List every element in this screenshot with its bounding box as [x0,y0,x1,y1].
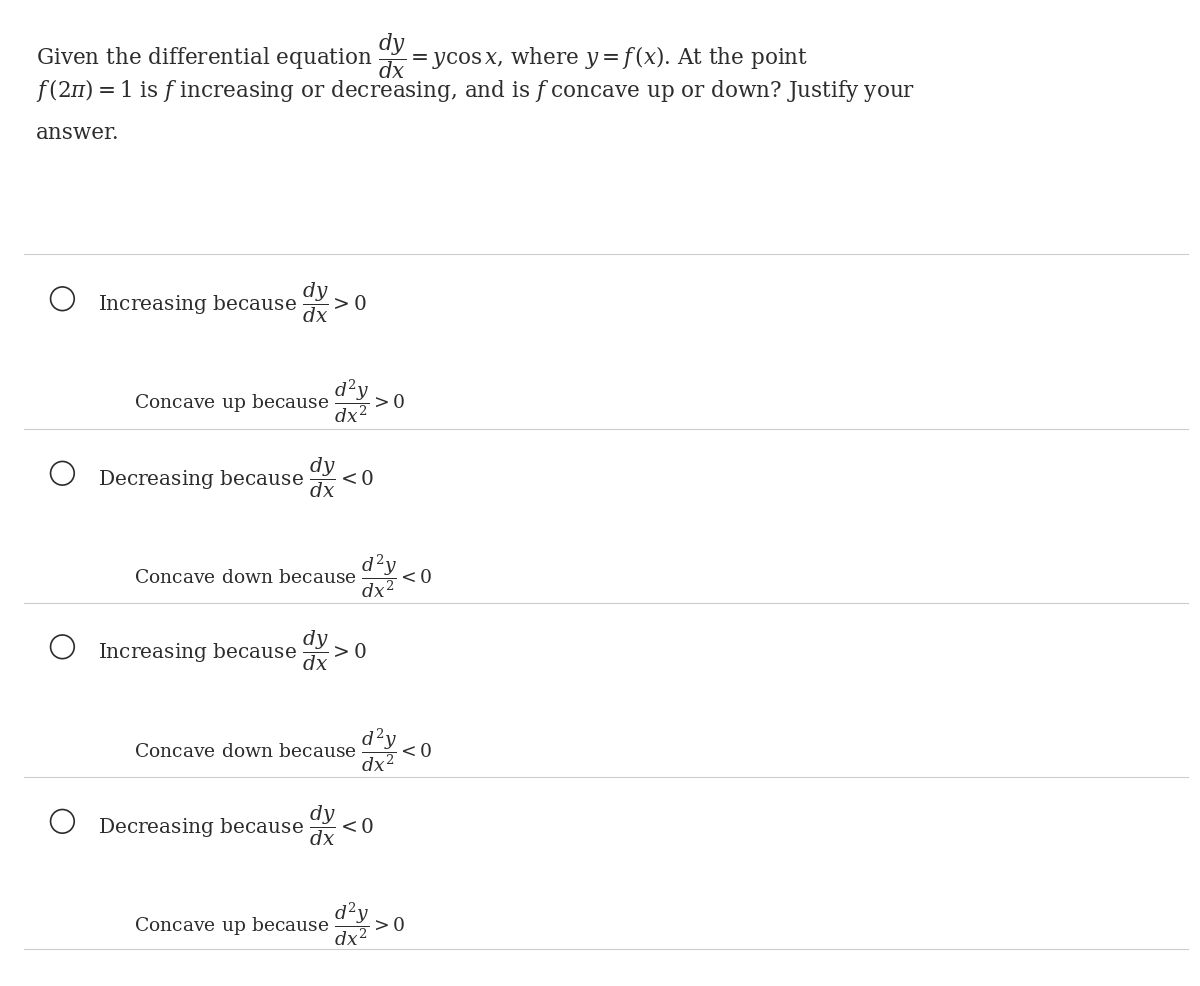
Text: Decreasing because $\dfrac{dy}{dx} < 0$: Decreasing because $\dfrac{dy}{dx} < 0$ [98,804,374,848]
Text: Concave down because $\dfrac{d^2y}{dx^2} < 0$: Concave down because $\dfrac{d^2y}{dx^2}… [134,726,433,774]
Text: Increasing because $\dfrac{dy}{dx} > 0$: Increasing because $\dfrac{dy}{dx} > 0$ [98,281,367,325]
Text: Concave down because $\dfrac{d^2y}{dx^2} < 0$: Concave down because $\dfrac{d^2y}{dx^2}… [134,552,433,600]
Text: Decreasing because $\dfrac{dy}{dx} < 0$: Decreasing because $\dfrac{dy}{dx} < 0$ [98,456,374,500]
Text: $f\,(2\pi) = 1$ is $f$ increasing or decreasing, and is $f$ concave up or down? : $f\,(2\pi) = 1$ is $f$ increasing or dec… [36,77,916,104]
Text: Concave up because $\dfrac{d^2y}{dx^2} > 0$: Concave up because $\dfrac{d^2y}{dx^2} >… [134,900,406,949]
Text: Concave up because $\dfrac{d^2y}{dx^2} > 0$: Concave up because $\dfrac{d^2y}{dx^2} >… [134,378,406,426]
Text: answer.: answer. [36,122,120,144]
Text: Given the differential equation $\dfrac{dy}{dx} = y\cos x$, where $y = f\,(x)$. : Given the differential equation $\dfrac{… [36,32,808,81]
Text: Increasing because $\dfrac{dy}{dx} > 0$: Increasing because $\dfrac{dy}{dx} > 0$ [98,629,367,673]
